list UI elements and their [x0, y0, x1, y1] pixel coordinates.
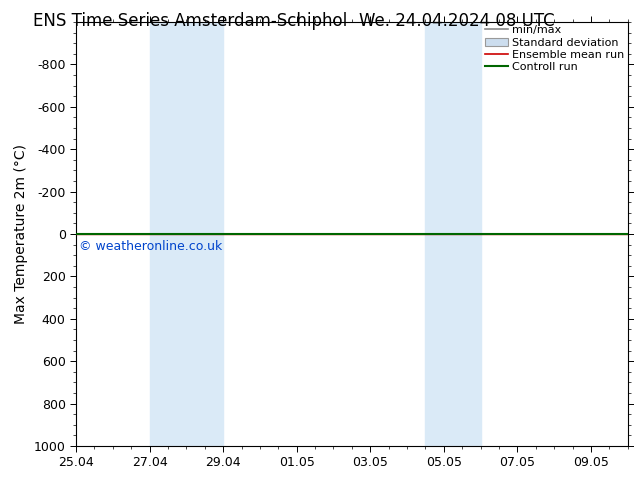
Text: © weatheronline.co.uk: © weatheronline.co.uk [79, 240, 222, 253]
Text: We. 24.04.2024 08 UTC: We. 24.04.2024 08 UTC [359, 12, 554, 30]
Legend: min/max, Standard deviation, Ensemble mean run, Controll run: min/max, Standard deviation, Ensemble me… [486, 25, 624, 72]
Text: ENS Time Series Amsterdam-Schiphol: ENS Time Series Amsterdam-Schiphol [33, 12, 347, 30]
Bar [150, 22, 223, 446]
Bar [425, 22, 481, 446]
Y-axis label: Max Temperature 2m (°C): Max Temperature 2m (°C) [14, 144, 29, 324]
